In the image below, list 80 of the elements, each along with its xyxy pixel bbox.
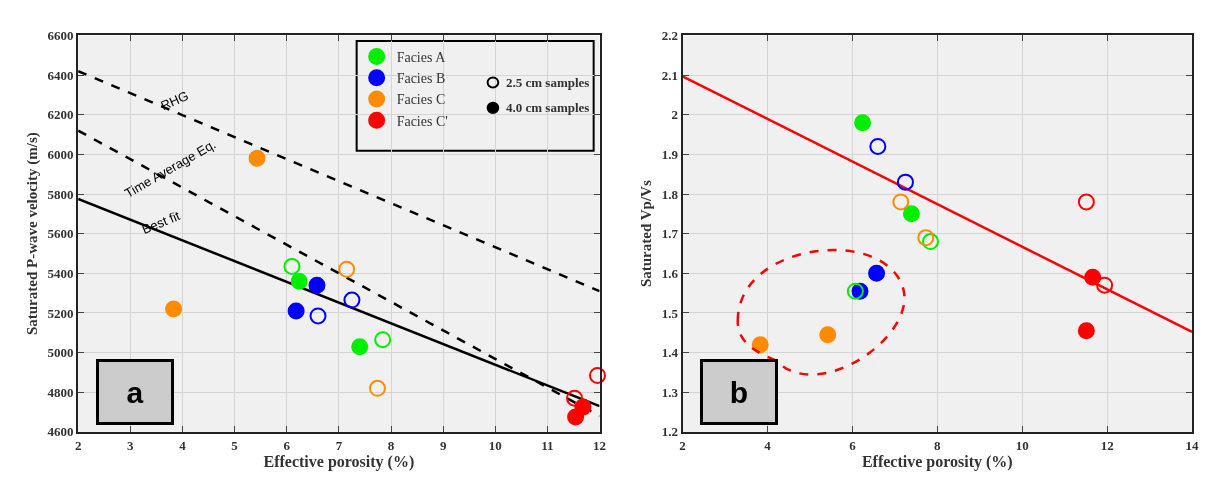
y-axis-title: Saturated Vp/Vs (638, 180, 655, 288)
annotation: 4.0 cm samples (506, 100, 590, 115)
x-tick-label: 5 (231, 437, 239, 453)
point (892, 193, 910, 211)
point (309, 307, 327, 325)
y-tick-label: 5400 (47, 265, 74, 281)
point (1077, 193, 1095, 211)
y-tick-label: 2 (671, 107, 678, 123)
legend-label: Facies B (396, 71, 446, 87)
y-tick-label: 4600 (47, 424, 74, 440)
y-tick-label: 1.4 (661, 345, 679, 361)
point (308, 276, 326, 294)
x-tick-label: 4 (179, 437, 187, 453)
point (368, 379, 386, 397)
point (343, 291, 361, 309)
point (1096, 276, 1114, 294)
y-tick-label: 4800 (47, 384, 74, 400)
y-tick-label: 1.7 (661, 226, 679, 242)
point (819, 326, 837, 344)
point (338, 260, 356, 278)
point (165, 300, 183, 318)
y-tick-label: 1.9 (661, 146, 679, 162)
legend-label: Facies C (396, 92, 446, 108)
point (869, 137, 887, 155)
point (1077, 322, 1095, 340)
y-tick-label: 6600 (47, 27, 74, 43)
y-tick-label: 5800 (47, 186, 74, 202)
y-tick-label: 5200 (47, 305, 74, 321)
annotation: b (729, 375, 749, 409)
y-tick-label: 2.2 (661, 27, 678, 43)
x-tick-label: 4 (764, 437, 772, 453)
point (283, 257, 301, 275)
annotation: RHG (158, 87, 191, 114)
x-axis-title: Effective porosity (%) (861, 452, 1013, 471)
x-tick-label: 12 (593, 437, 607, 453)
point (751, 336, 769, 354)
x-tick-label: 10 (1015, 437, 1029, 453)
y-axis-title: Saturated P-wave velocity (m/s) (24, 132, 42, 336)
x-tick-label: 11 (541, 437, 554, 453)
point (917, 229, 935, 247)
y-tick-label: 6000 (47, 146, 74, 162)
point (846, 282, 864, 300)
x-axis-title: Effective porosity (%) (263, 452, 415, 471)
point (287, 302, 305, 320)
point (902, 205, 920, 223)
x-tick-label: 8 (934, 437, 942, 453)
point (922, 233, 940, 251)
point (374, 331, 392, 349)
point (290, 272, 308, 290)
y-tick-label: 5600 (47, 226, 74, 242)
y-tick-label: 1.8 (661, 186, 679, 202)
x-tick-label: 6 (849, 437, 857, 453)
point (588, 366, 606, 384)
x-tick-label: 7 (335, 437, 343, 453)
point (1084, 268, 1102, 286)
point (854, 114, 872, 132)
point (248, 149, 266, 167)
point (351, 338, 369, 356)
y-tick-label: 1.3 (661, 384, 679, 400)
x-tick-label: 12 (1100, 437, 1114, 453)
annotation: a (126, 375, 144, 409)
x-tick-label: 6 (283, 437, 291, 453)
y-tick-label: 1.5 (661, 305, 679, 321)
y-tick-label: 5000 (47, 345, 74, 361)
y-tick-label: 2.1 (661, 67, 678, 83)
x-tick-label: 14 (1185, 437, 1200, 453)
x-tick-label: 3 (127, 437, 135, 453)
point (896, 173, 914, 191)
point (566, 389, 584, 407)
y-tick-label: 6400 (47, 67, 74, 83)
y-tick-label: 6200 (47, 107, 74, 123)
x-tick-label: 9 (439, 437, 447, 453)
point (868, 264, 886, 282)
x-tick-label: 8 (387, 437, 395, 453)
legend-label: Facies A (396, 50, 447, 66)
x-tick-label: 10 (488, 437, 502, 453)
annotation: 2.5 cm samples (506, 75, 590, 90)
y-tick-label: 1.6 (661, 265, 679, 281)
y-tick-label: 1.2 (661, 424, 678, 440)
legend-label: Facies C' (396, 113, 448, 129)
